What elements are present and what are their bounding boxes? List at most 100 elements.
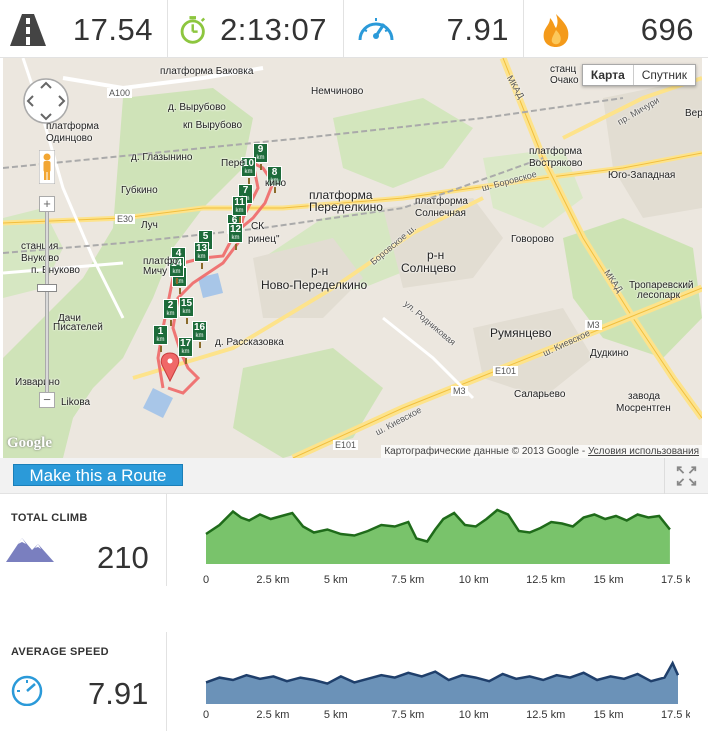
map-label: платфо: [143, 256, 178, 267]
speed-stat: 7.91: [344, 0, 524, 58]
map-label: Востряково: [529, 158, 583, 169]
km-marker-unit: km: [166, 311, 175, 317]
km-marker-unit: km: [270, 178, 279, 184]
map-tiles: [3, 58, 702, 458]
map-attribution: Картографические данные © 2013 Google - …: [381, 445, 702, 458]
map-label: Пере: [221, 158, 245, 169]
map-label: Изварино: [15, 377, 60, 388]
map-label: завода: [628, 391, 661, 402]
map-type-map-button[interactable]: Карта: [583, 65, 634, 85]
map-type-satellite-button[interactable]: Спутник: [641, 68, 687, 82]
route-bar: Make this a Route: [0, 458, 708, 494]
map-label: Внуково: [21, 253, 60, 264]
x-tick-label: 17.5 km: [661, 574, 690, 586]
speed-chart: 0 2.5 km 5 km 7.5 km 10 km 12.5 km 15 km 17.5 k…: [203, 660, 690, 721]
map-label: лесопарк: [637, 290, 680, 301]
km-marker-unit: km: [231, 235, 240, 241]
speedometer-icon: [11, 675, 43, 706]
km-marker-unit: km: [235, 208, 244, 214]
route-map[interactable]: 1km2km3km4km5km6km7km8km9km10km11km12km1…: [3, 58, 702, 458]
map-label: Одинцово: [46, 133, 93, 144]
km-marker[interactable]: 12 km: [228, 223, 243, 250]
chart-line: [205, 660, 680, 685]
road-icon: [10, 14, 46, 46]
km-marker-stem: [186, 318, 188, 324]
km-marker-number: 16: [193, 322, 206, 333]
x-tick-label: 7.5 km: [391, 574, 424, 586]
map-label: д. Рассказовка: [215, 337, 284, 348]
map-label: Солнечная: [415, 208, 466, 219]
map-label: Мичу: [143, 266, 168, 277]
x-tick-label: 5 km: [324, 709, 348, 721]
zoom-in-button[interactable]: +: [39, 196, 55, 212]
map-label: платформа: [529, 146, 582, 157]
fullscreen-icon[interactable]: [664, 458, 708, 494]
km-marker-number: 6: [231, 215, 238, 226]
map-label: Писателей: [53, 322, 103, 333]
km-marker-number: 14: [170, 258, 183, 269]
zoom-slider-track[interactable]: [45, 200, 49, 400]
km-marker[interactable]: 9 km: [253, 143, 268, 170]
map-label: Саларьево: [514, 389, 566, 400]
map-label: д. Глазынино: [131, 152, 193, 163]
km-marker-unit: km: [181, 349, 190, 355]
elevation-chart: 0 2.5 km 5 km 7.5 km 10 km 12.5 km 15 km 17.5 k…: [203, 508, 690, 586]
calories-stat: 696: [524, 0, 708, 58]
km-marker[interactable]: 1 km: [153, 325, 168, 352]
total-climb-value: 210: [97, 540, 149, 575]
map-label: д. Вырубово: [168, 102, 226, 113]
map-label: платформа: [415, 196, 468, 207]
pegman-icon[interactable]: [39, 150, 55, 184]
km-marker-stem: [248, 178, 250, 184]
x-tick-label: 15 km: [594, 574, 624, 586]
map-label: Немчиново: [311, 86, 364, 97]
terms-link[interactable]: Условия использования: [588, 446, 699, 457]
map-label: Очако: [550, 75, 579, 86]
map-label: Ново-Переделкино: [261, 278, 368, 292]
make-route-button[interactable]: Make this a Route: [13, 464, 183, 486]
map-label: р-н: [427, 248, 445, 262]
km-marker-stem: [176, 278, 178, 284]
km-marker-number: 5: [202, 231, 209, 242]
km-marker[interactable]: 16 km: [192, 321, 207, 348]
km-marker[interactable]: 2 km: [163, 299, 178, 326]
speedometer-icon: [358, 18, 394, 41]
average-speed-label: AVERAGE SPEED: [11, 646, 109, 658]
map-label: M3: [451, 386, 468, 396]
km-marker-number: 17: [179, 338, 192, 349]
km-marker[interactable]: 17 km: [178, 337, 193, 364]
duration-value: 2:13:07: [220, 12, 327, 47]
km-marker-stem: [274, 187, 276, 193]
pan-control[interactable]: [21, 76, 71, 126]
zoom-slider-thumb[interactable]: [37, 284, 57, 292]
distance-value: 17.54: [72, 12, 153, 47]
km-marker[interactable]: 10 km: [241, 157, 256, 184]
km-marker-unit: km: [244, 169, 253, 175]
x-tick-label: 12.5 km: [526, 574, 565, 586]
calories-value: 696: [640, 12, 694, 47]
map-label: станц: [550, 64, 577, 75]
km-marker-unit: km: [156, 337, 165, 343]
km-marker[interactable]: 8 km: [267, 166, 282, 193]
km-marker-stem: [185, 358, 187, 364]
km-marker[interactable]: 14 km: [169, 257, 184, 284]
map-label: Тропаревский: [629, 280, 694, 291]
stats-bar: 17.54 2:13:07 7.91 696: [0, 0, 708, 58]
zoom-out-button[interactable]: −: [39, 392, 55, 408]
km-marker-stem: [239, 217, 241, 223]
stopwatch-icon: [180, 16, 206, 44]
map-label: станция: [21, 241, 59, 252]
km-marker-unit: km: [182, 309, 191, 315]
km-marker-stem: [235, 244, 237, 250]
km-marker[interactable]: 11 km: [232, 196, 247, 223]
map-label: Говорово: [511, 234, 554, 245]
map-label: E101: [493, 366, 519, 376]
x-tick-label: 17.5 km: [661, 709, 690, 721]
km-marker[interactable]: 15 km: [179, 297, 194, 324]
total-climb-panel: TOTAL CLIMB 210 0 2.5 km 5 km 7.5 km 10 km 12…: [0, 494, 708, 594]
km-marker[interactable]: 13 km: [194, 242, 209, 269]
km-marker-stem: [260, 164, 262, 170]
km-marker-unit: km: [172, 269, 181, 275]
km-marker-unit: km: [197, 254, 206, 260]
km-marker-number: 15: [180, 298, 193, 309]
